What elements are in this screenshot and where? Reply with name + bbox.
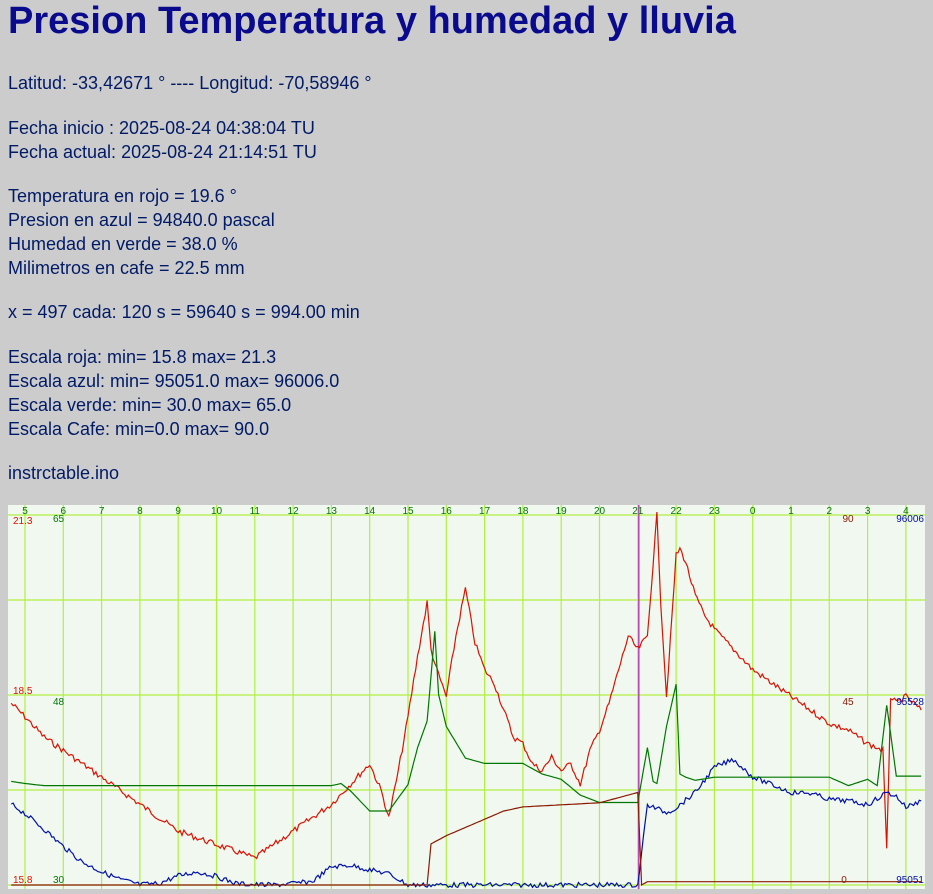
current-date: Fecha actual: 2025-08-24 21:14:51 TU: [8, 142, 317, 162]
hour-tick-label: 4: [903, 506, 909, 517]
hour-tick-label: 9: [175, 506, 181, 517]
rain-line: [11, 791, 922, 887]
scale-blue: Escala azul: min= 95051.0 max= 96006.0: [8, 371, 340, 391]
hour-tick-label: 5: [22, 506, 28, 517]
scale-red: Escala roja: min= 15.8 max= 21.3: [8, 347, 277, 367]
hour-tick-label: 20: [594, 506, 606, 517]
humidity-reading: Humedad en verde = 38.0 %: [8, 234, 238, 254]
brown-scale-min: 0: [841, 875, 847, 886]
hour-tick-label: 19: [556, 506, 568, 517]
start-date: Fecha inicio : 2025-08-24 04:38:04 TU: [8, 118, 315, 138]
brown-scale-mid: 45: [842, 697, 854, 708]
hour-tick-label: 11: [250, 506, 261, 517]
hour-tick-label: 6: [61, 506, 67, 517]
hour-tick-label: 22: [671, 506, 683, 517]
hour-tick-label: 23: [709, 506, 721, 517]
hour-tick-label: 10: [211, 506, 223, 517]
hour-tick-label: 1: [788, 506, 794, 517]
pressure-line: [10, 757, 922, 889]
red-scale-max: 21.3: [13, 516, 33, 527]
green-scale-mid: 48: [53, 697, 65, 708]
hour-tick-label: 8: [137, 506, 143, 517]
hour-tick-label: 3: [865, 506, 871, 517]
red-scale-mid: 18.5: [13, 686, 33, 697]
rain-reading: Milimetros en cafe = 22.5 mm: [8, 258, 245, 278]
hour-tick-label: 7: [99, 506, 105, 517]
brown-scale-max: 90: [842, 514, 854, 525]
red-scale-min: 15.8: [13, 875, 33, 886]
hour-tick-label: 15: [402, 506, 414, 517]
weather-chart: 5 6 7 8 9 10 11 12 13 14 15 16 17 18 19 20 21 22 23 0 1 2 3 421…: [8, 505, 925, 889]
green-scale-min: 30: [53, 875, 65, 886]
temperature-reading: Temperatura en rojo = 19.6 °: [8, 186, 237, 206]
hour-tick-label: 16: [441, 506, 453, 517]
hour-tick-label: 2: [827, 506, 833, 517]
page-title: Presion Temperatura y humedad y lluvia: [8, 0, 736, 42]
blue-scale-max: 96006: [896, 514, 924, 525]
hour-tick-label: 12: [288, 506, 300, 517]
scale-brown: Escala Cafe: min=0.0 max= 90.0: [8, 419, 270, 439]
temperature-line: [10, 511, 922, 860]
hour-tick-label: 21: [632, 506, 644, 517]
sampling-info: x = 497 cada: 120 s = 59640 s = 994.00 m…: [8, 302, 360, 322]
hour-tick-label: 0: [750, 506, 756, 517]
plot-background: [8, 505, 925, 889]
hour-tick-label: 17: [479, 506, 491, 517]
hour-tick-label: 13: [326, 506, 338, 517]
hour-tick-label: 14: [364, 506, 376, 517]
pressure-reading: Presion en azul = 94840.0 pascal: [8, 210, 275, 230]
location-coordinates: Latitud: -33,42671 ° ---- Longitud: -70,…: [8, 73, 372, 93]
blue-scale-mid: 95528: [896, 697, 924, 708]
hour-tick-label: 18: [517, 506, 529, 517]
blue-scale-min: 95051: [896, 875, 924, 886]
green-scale-max: 65: [53, 514, 65, 525]
humidity-line: [11, 631, 922, 812]
scale-green: Escala verde: min= 30.0 max= 65.0: [8, 395, 292, 415]
filename: instrctable.ino: [8, 463, 120, 483]
